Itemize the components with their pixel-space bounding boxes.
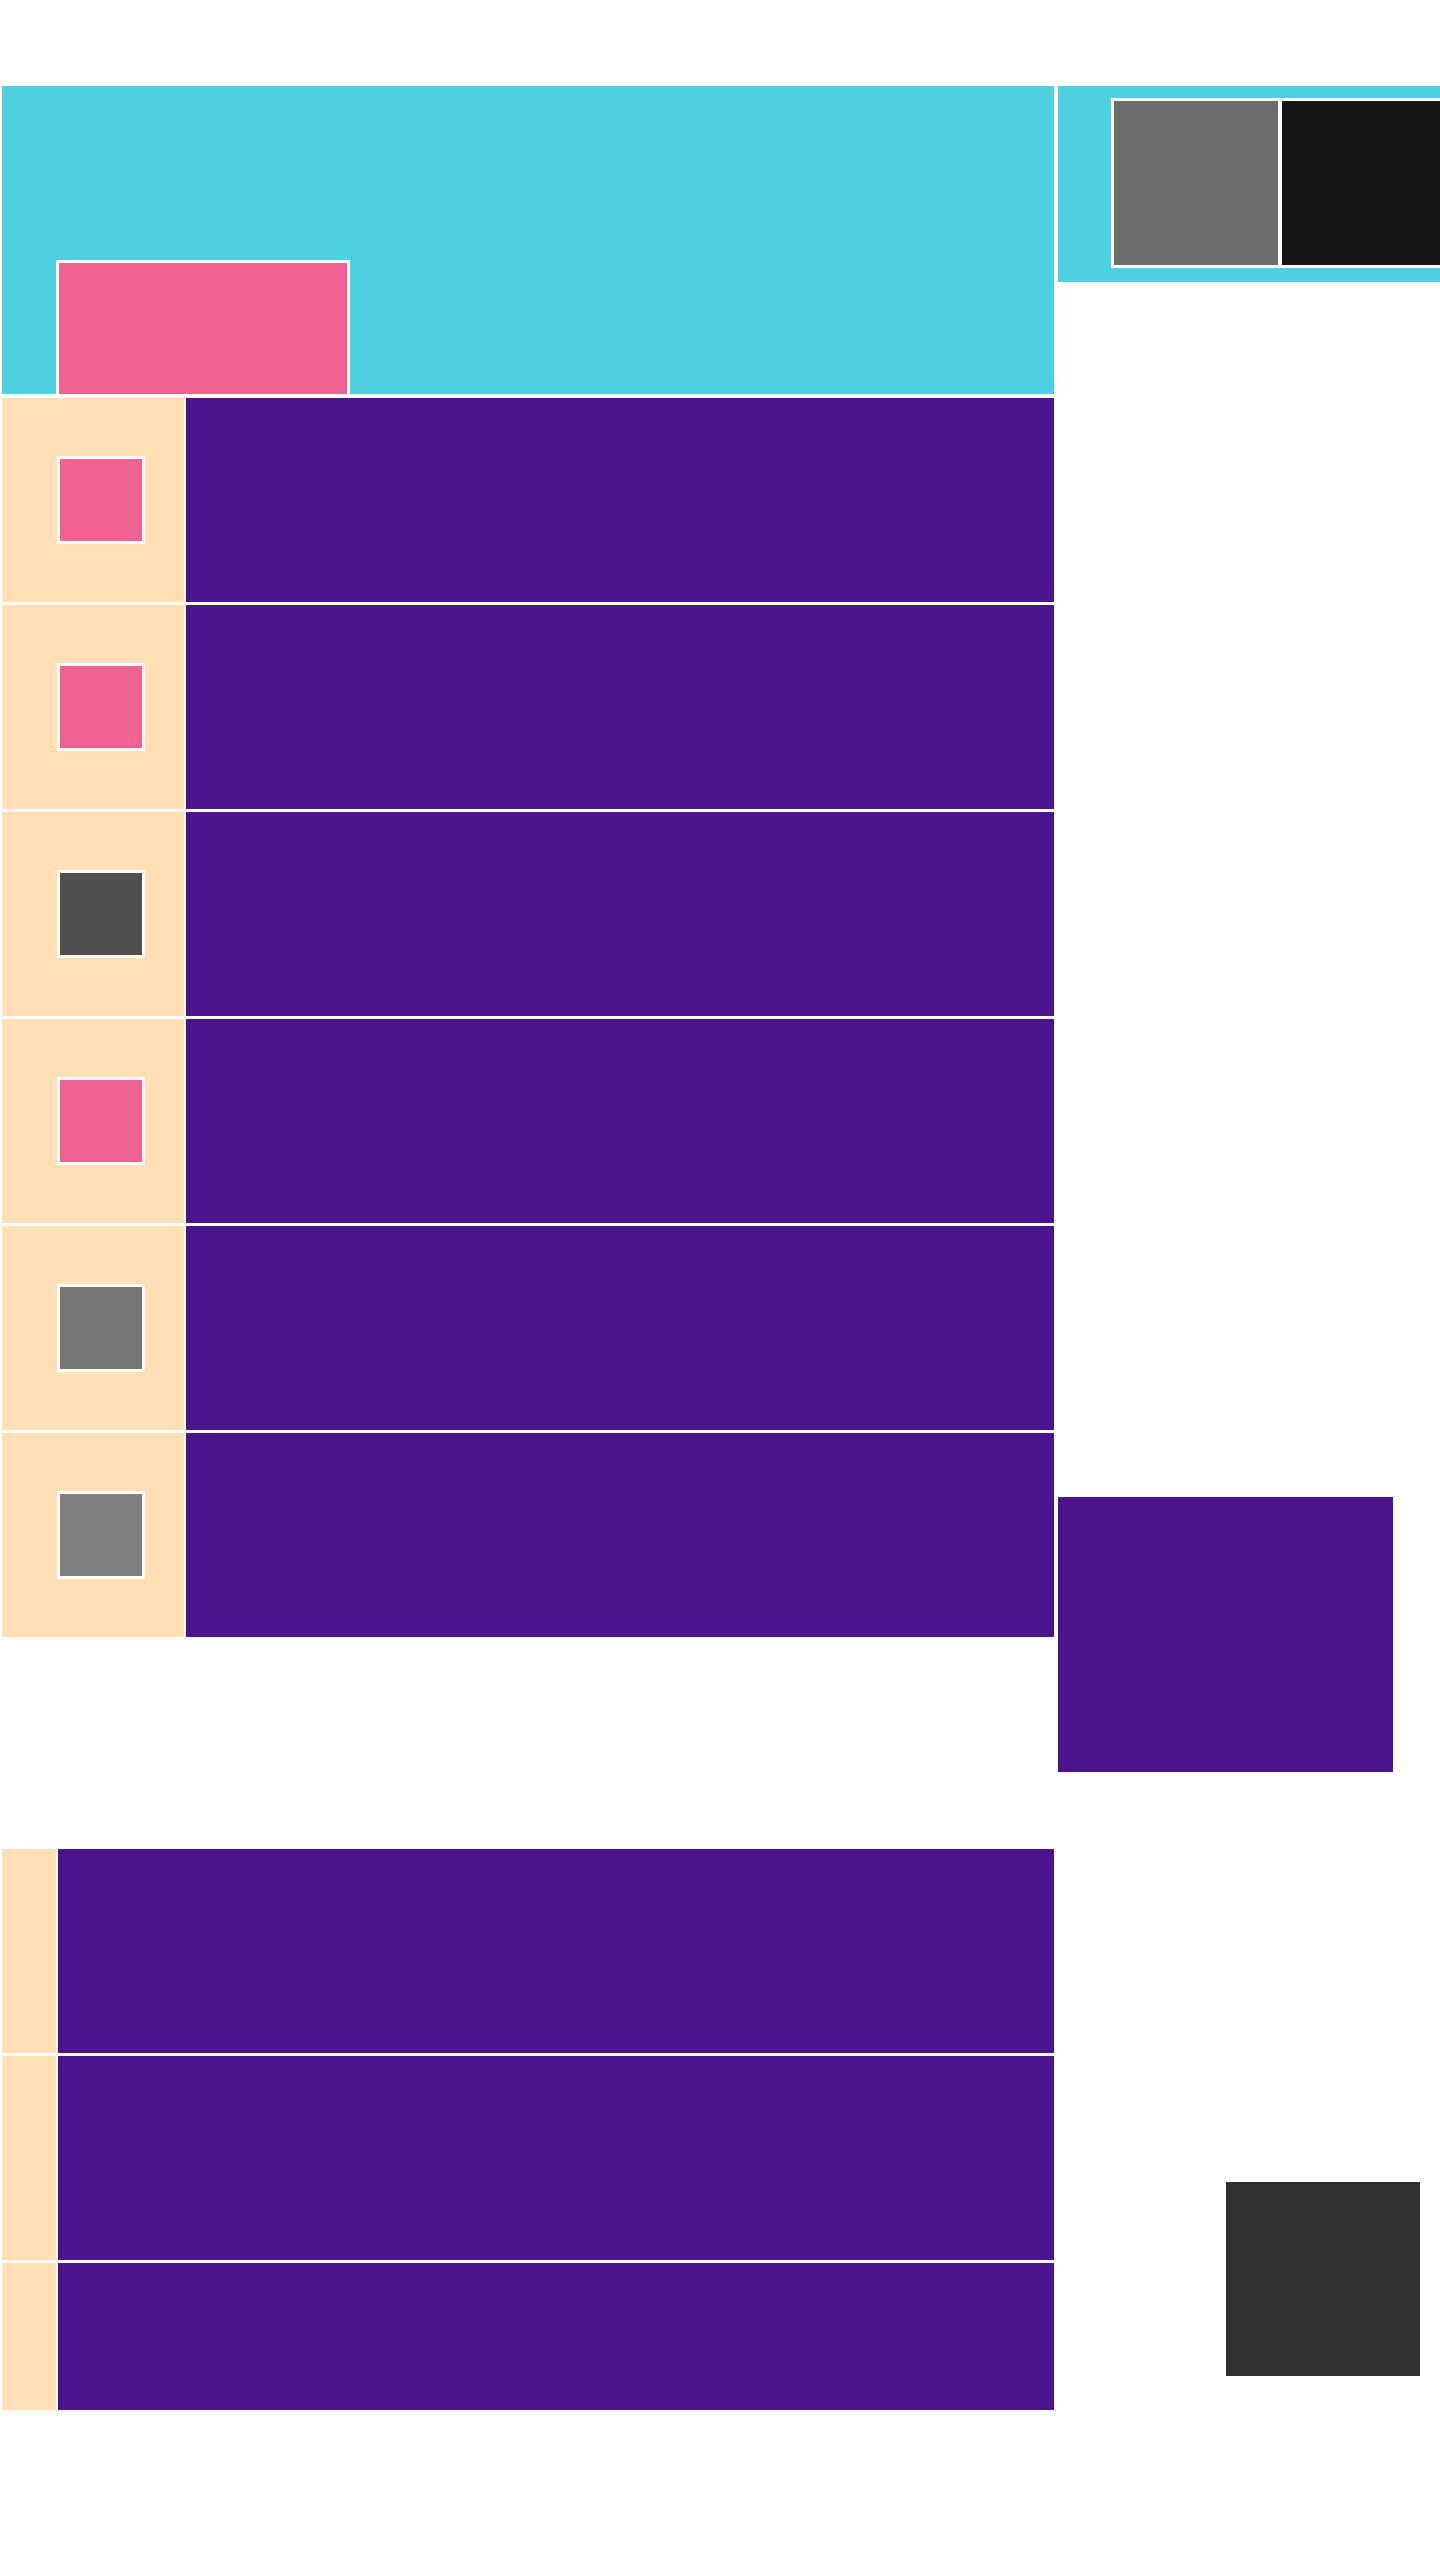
list-item-thumbnail — [57, 456, 145, 544]
list-item-thumbnail — [57, 1077, 145, 1165]
floating-action-button[interactable] — [1226, 2182, 1420, 2376]
list-item-leading — [2, 1226, 184, 1430]
lower-list-item-content — [58, 2056, 1054, 2260]
list-item-thumbnail — [57, 1491, 145, 1579]
list-item-leading — [2, 1433, 184, 1637]
list-item[interactable] — [2, 1226, 1056, 1430]
list-item-content — [186, 398, 1054, 602]
list-item-leading — [2, 605, 184, 809]
list-item-content — [186, 1019, 1054, 1223]
list-item[interactable] — [2, 605, 1056, 809]
list-item-content — [186, 1433, 1054, 1637]
list-item[interactable] — [2, 1019, 1056, 1223]
top-right-black-tile[interactable] — [1279, 98, 1440, 268]
list-item-thumbnail — [57, 663, 145, 751]
lower-list-item-content — [58, 1849, 1054, 2053]
list-item[interactable] — [2, 398, 1056, 602]
list-item-leading — [2, 812, 184, 1016]
list-item-content — [186, 812, 1054, 1016]
list-item[interactable] — [2, 812, 1056, 1016]
list-item-thumbnail — [57, 870, 145, 958]
side-card[interactable] — [1058, 1497, 1393, 1772]
lower-list-item-leading — [2, 1849, 56, 2053]
list-item-leading — [2, 1019, 184, 1223]
list-item-thumbnail — [57, 1284, 145, 1372]
lower-list-item[interactable] — [2, 1849, 1056, 2053]
lower-list-item-leading — [2, 2056, 56, 2260]
list-item[interactable] — [2, 1433, 1056, 1637]
header-primary-button[interactable] — [56, 260, 350, 394]
top-right-gray-tile[interactable] — [1111, 98, 1281, 268]
list-item-content — [186, 1226, 1054, 1430]
list-item-leading — [2, 398, 184, 602]
lower-list-item[interactable] — [2, 2056, 1056, 2260]
lower-list-item-content — [58, 2263, 1054, 2410]
list-item-content — [186, 605, 1054, 809]
lower-list-item[interactable] — [2, 2263, 1056, 2410]
lower-list-item-leading — [2, 2263, 56, 2410]
